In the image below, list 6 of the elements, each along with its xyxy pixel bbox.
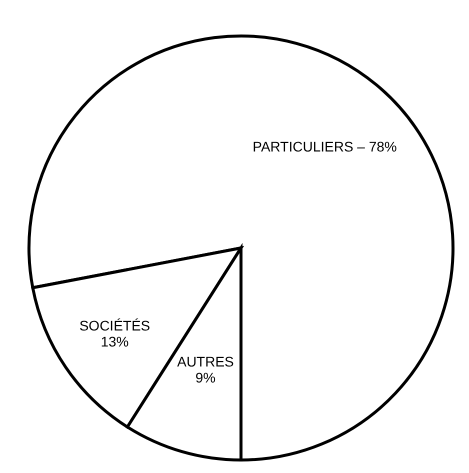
data-label: 13% [100,333,129,350]
data-label: 78% [368,138,397,155]
data-label: 9% [195,370,216,386]
slice-label: SOCIÉTÉS [79,317,150,334]
slice-label: AUTRES [177,354,234,370]
slice-label: PARTICULIERS – [252,138,365,155]
